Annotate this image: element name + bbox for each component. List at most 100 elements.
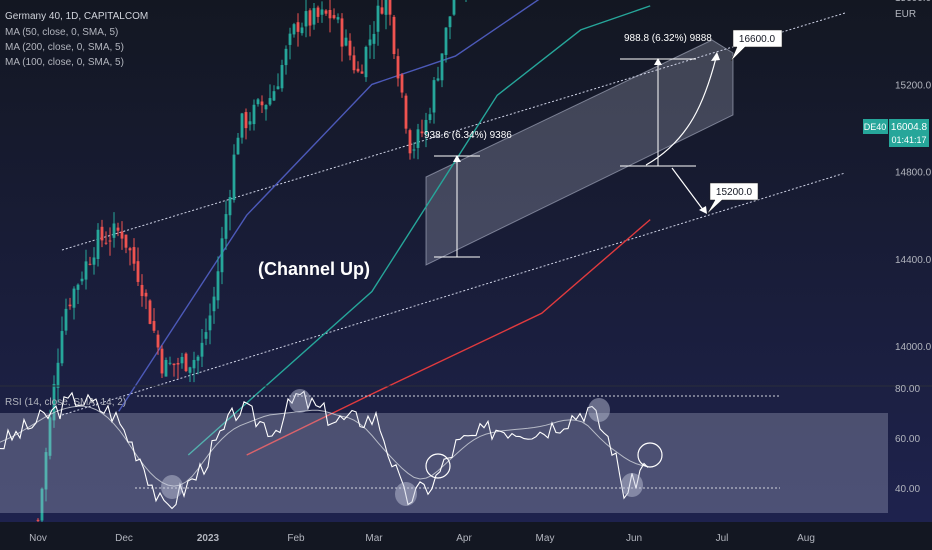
ma200-line xyxy=(246,219,651,456)
candle xyxy=(368,24,372,59)
candle xyxy=(304,0,308,38)
measurement-tools xyxy=(434,52,720,258)
candle xyxy=(280,59,284,92)
indicator-ma100: MA (100, close, 0, SMA, 5) xyxy=(5,57,124,68)
candle xyxy=(340,13,344,62)
projection-up-curve xyxy=(645,57,717,166)
candle xyxy=(452,0,456,16)
candle xyxy=(316,5,320,23)
ma50-line xyxy=(118,0,540,412)
time-tick: Nov xyxy=(29,533,47,544)
candle xyxy=(100,219,104,248)
candle xyxy=(232,144,236,203)
indicator-ma50: MA (50, close, 0, SMA, 5) xyxy=(5,27,118,38)
time-tick: Apr xyxy=(456,533,472,544)
channel-up-label: (Channel Up) xyxy=(258,259,370,279)
price-badge: DE40 16004.8 01:41:17 xyxy=(863,119,929,147)
candle xyxy=(120,221,124,250)
candle xyxy=(372,21,376,60)
candle xyxy=(184,352,188,373)
rsi-band xyxy=(0,413,888,513)
rise2-label: 988.8 (6.32%) 9888 xyxy=(624,33,712,44)
price-axis: 14000.014400.014800.015200.015600.016000… xyxy=(895,0,932,353)
candle xyxy=(68,297,72,310)
candle xyxy=(124,234,128,254)
candle xyxy=(112,212,116,248)
candle xyxy=(364,45,368,82)
rsi-high-marker xyxy=(289,389,311,413)
rsi-signal-line xyxy=(0,405,649,487)
time-tick: Mar xyxy=(365,533,383,544)
rsi-low-marker xyxy=(395,482,417,506)
candle xyxy=(356,61,360,73)
candle xyxy=(428,107,432,124)
candle xyxy=(320,1,324,23)
candle xyxy=(352,46,356,74)
time-tick: Dec xyxy=(115,533,133,544)
candle xyxy=(128,246,132,266)
rsi-lines xyxy=(0,390,649,510)
candle xyxy=(444,27,448,63)
candle xyxy=(252,99,256,131)
candle xyxy=(144,289,148,310)
candle xyxy=(384,0,388,30)
candle xyxy=(288,27,292,60)
price-tick: 15200.0 xyxy=(895,80,932,91)
time-tick: 2023 xyxy=(197,533,220,544)
time-axis-bg xyxy=(0,522,932,550)
candle xyxy=(200,329,204,368)
rsi-label: RSI (14, close, SMA, 14, 2) xyxy=(5,397,126,408)
time-axis: Nov Dec 2023 Feb Mar Apr May Jun Jul Aug xyxy=(29,533,815,544)
price-tick: 14000.0 xyxy=(895,342,932,353)
candle xyxy=(268,84,272,107)
rsi-low-marker xyxy=(161,475,183,499)
target-down-callout: 15200.0 xyxy=(706,182,759,215)
candles xyxy=(36,0,467,534)
channel-upper-line xyxy=(61,12,846,251)
candle xyxy=(140,274,144,307)
last-price-label: 16004.8 xyxy=(891,122,928,133)
candle xyxy=(420,119,424,138)
candle xyxy=(296,13,300,47)
time-tick: Aug xyxy=(797,533,815,544)
candle xyxy=(324,9,328,16)
moving-averages xyxy=(118,0,651,456)
candle xyxy=(236,132,240,155)
candle xyxy=(344,29,348,47)
rsi-high-marker xyxy=(588,398,610,422)
rsi-markers xyxy=(161,389,663,506)
candle xyxy=(88,256,92,266)
candle xyxy=(60,316,64,367)
candle xyxy=(168,356,172,366)
candle xyxy=(412,142,416,159)
candle xyxy=(132,238,136,271)
candle xyxy=(336,13,340,24)
candle xyxy=(328,0,332,33)
time-tick: Feb xyxy=(287,533,305,544)
candle xyxy=(188,366,192,382)
candle xyxy=(300,22,304,36)
candle xyxy=(224,200,228,250)
candle xyxy=(204,318,208,346)
candle xyxy=(96,223,100,267)
candle xyxy=(52,375,56,428)
candle xyxy=(348,33,352,61)
candle xyxy=(104,231,108,245)
candle xyxy=(248,112,252,131)
candle xyxy=(388,0,392,26)
rsi-circle xyxy=(425,453,451,479)
last-price-badge xyxy=(889,119,929,147)
candle xyxy=(48,409,52,460)
candle xyxy=(308,8,312,37)
candle xyxy=(376,0,380,46)
candle xyxy=(244,108,248,140)
candle xyxy=(360,64,364,74)
price-tick: 15600.0 xyxy=(895,0,932,4)
rsi-line xyxy=(0,390,649,510)
candle xyxy=(448,16,452,40)
candle xyxy=(152,308,156,333)
rise1-label: 938.6 (6.34%) 9386 xyxy=(424,130,512,141)
candle xyxy=(220,226,224,285)
projection-down-arrowhead xyxy=(699,206,707,214)
